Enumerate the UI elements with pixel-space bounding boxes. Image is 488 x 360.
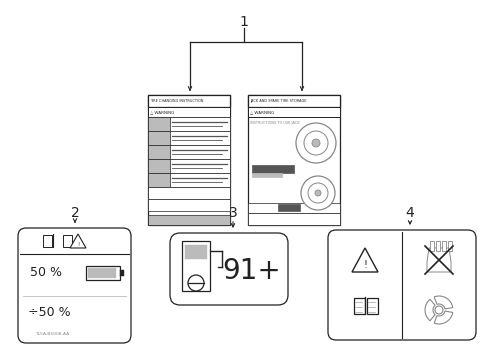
Text: INSTRUCTIONS TO USE JACK: INSTRUCTIONS TO USE JACK [249,121,299,125]
Bar [148,145,170,159]
Bar [63,235,72,247]
Circle shape [301,176,334,210]
FancyBboxPatch shape [170,233,287,305]
Bar [182,241,209,291]
Bar [251,165,293,173]
Bar [148,117,229,131]
Bar [148,173,170,187]
Bar [148,95,229,225]
Bar [148,173,229,187]
Circle shape [187,275,203,291]
Bar [148,187,229,199]
Circle shape [295,123,335,163]
Text: △ WARNING: △ WARNING [249,110,274,114]
Bar [43,235,52,247]
Bar [148,95,229,107]
Text: TIRE CHANGING INSTRUCTION: TIRE CHANGING INSTRUCTION [150,99,203,103]
Bar [435,241,439,251]
Bar [148,131,229,145]
Bar [86,266,120,280]
Bar [148,145,229,159]
Bar [184,245,206,259]
Bar [429,241,433,251]
Bar [148,159,170,173]
Bar [247,95,339,225]
Bar [247,95,339,107]
Bar [251,173,282,177]
Bar [353,298,364,314]
Text: 3: 3 [228,206,237,220]
Text: 7L5A-B5008-AA: 7L5A-B5008-AA [36,332,70,336]
Polygon shape [70,234,86,248]
Bar [148,117,170,131]
Bar [148,131,170,145]
Text: !: ! [362,260,366,270]
Text: 50 %: 50 % [30,266,62,279]
Circle shape [314,190,320,196]
Text: 1: 1 [239,15,248,29]
Text: ÷50 %: ÷50 % [28,306,70,320]
Bar [247,213,339,225]
Bar [278,204,299,211]
Circle shape [304,131,327,155]
Wedge shape [433,296,452,309]
Circle shape [311,139,319,147]
Bar [366,298,377,314]
FancyBboxPatch shape [18,228,131,343]
Bar [441,241,445,251]
Text: JACK AND SPARE TIRE STORAGE: JACK AND SPARE TIRE STORAGE [249,99,306,103]
Text: 4: 4 [405,206,413,220]
Bar [148,107,229,117]
Bar [148,199,229,211]
Polygon shape [426,248,450,272]
Polygon shape [351,248,377,272]
Wedge shape [424,299,434,321]
Text: △ WARNING: △ WARNING [150,110,174,114]
Text: 2: 2 [70,206,79,220]
Bar [120,270,124,276]
Bar [247,107,339,117]
Bar [148,159,229,173]
Bar [148,215,229,225]
Text: !: ! [77,242,79,247]
Circle shape [307,183,327,203]
FancyBboxPatch shape [327,230,475,340]
Bar [88,268,116,278]
Bar [447,241,451,251]
Wedge shape [433,311,452,324]
Text: 91+: 91+ [222,257,281,285]
Circle shape [434,306,442,314]
Bar [247,203,339,213]
